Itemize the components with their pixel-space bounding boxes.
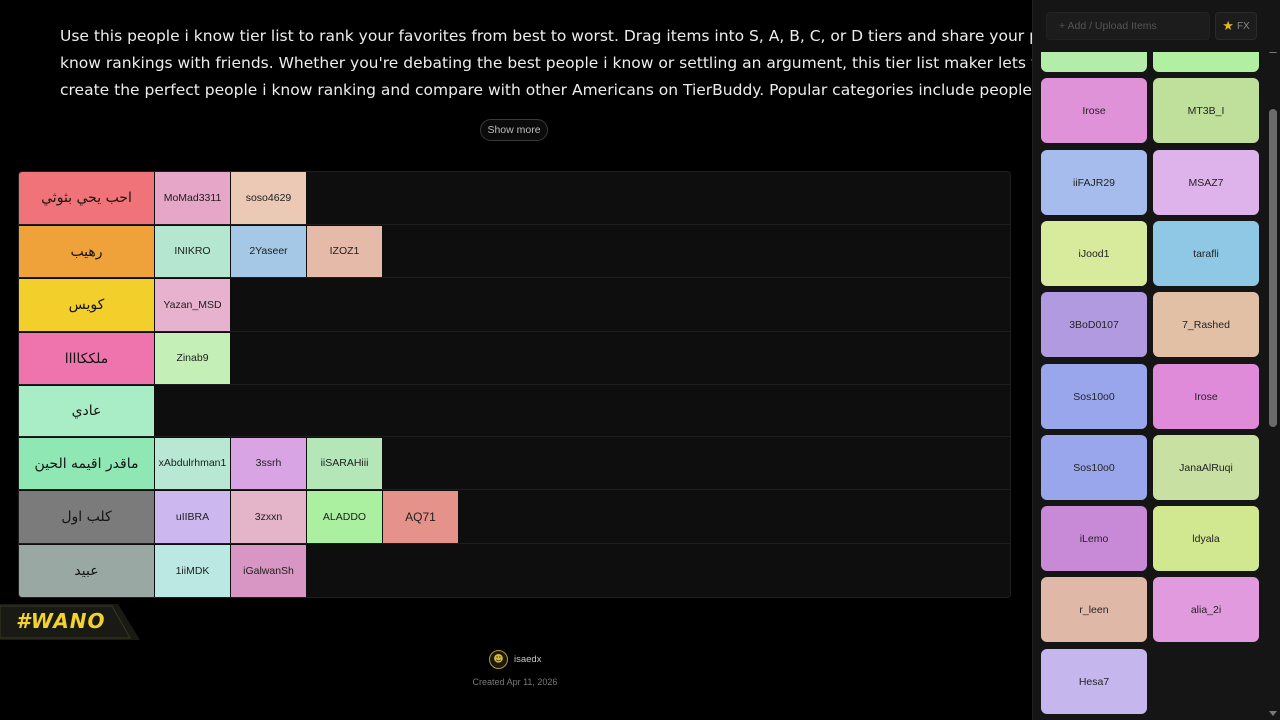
- tier-label[interactable]: احب يحي بثوثي: [19, 172, 154, 224]
- pool-item[interactable]: tarafli: [1153, 221, 1259, 286]
- wano-watermark-logo: #WANO: [0, 604, 140, 640]
- tier-board: احب يحي بثوثي MoMad3311 soso4629 رهيب INIKRO…: [18, 171, 1011, 598]
- description-fade: [60, 104, 970, 122]
- tier-label[interactable]: كلب اول: [19, 491, 154, 543]
- description-line: Use this people i know tier list to rank…: [60, 27, 1091, 45]
- tier-drop-zone[interactable]: xAbdulrhman1 3ssrh iiSARAHiii: [155, 438, 383, 489]
- pool-item[interactable]: ldyala: [1153, 506, 1259, 571]
- pool-item[interactable]: MT3B_I: [1153, 78, 1259, 143]
- tier-label[interactable]: ملككاااا: [19, 333, 154, 384]
- tier-label[interactable]: ماقدر اقيمه الحين: [19, 438, 154, 489]
- tier-row: رهيب INIKRO 2Yaseer IZOZ1: [19, 226, 1010, 278]
- tier-item[interactable]: ALADDO: [307, 491, 382, 543]
- creator-name[interactable]: isaedx: [514, 654, 542, 665]
- tier-item[interactable]: IZOZ1: [307, 226, 382, 277]
- pool-item[interactable]: Irose: [1041, 78, 1147, 143]
- pool-item[interactable]: Sos10o0: [1041, 435, 1147, 500]
- tier-item[interactable]: Yazan_MSD: [155, 279, 230, 331]
- tier-list-description: Use this people i know tier list to rank…: [60, 23, 1091, 104]
- tier-drop-zone[interactable]: 1iiMDK iGalwanSh: [155, 545, 307, 597]
- scrollbar-thumb[interactable]: [1269, 109, 1277, 427]
- fx-label: FX: [1236, 20, 1250, 32]
- pool-item[interactable]: r_leen: [1041, 577, 1147, 642]
- pool-item[interactable]: iiFAJR29: [1041, 150, 1147, 215]
- description-line: know rankings with friends. Whether you'…: [60, 54, 1060, 72]
- tier-label[interactable]: رهيب: [19, 226, 154, 277]
- sidebar-toolbar: + Add / Upload Items ★ FX: [1033, 0, 1280, 52]
- show-more-button[interactable]: Show more: [480, 119, 548, 141]
- creator-info[interactable]: ☻ isaedx: [489, 650, 541, 669]
- tier-drop-zone[interactable]: Zinab9: [155, 333, 231, 384]
- tier-item[interactable]: AQ71: [383, 491, 458, 543]
- tier-label[interactable]: كويس: [19, 279, 154, 331]
- tier-row: ماقدر اقيمه الحين xAbdulrhman1 3ssrh iiSARA…: [19, 438, 1010, 490]
- item-pool-sidebar: Irose MT3B_I iiFAJR29 MSAZ7 iJood1 tarafli 3Bo…: [1032, 0, 1280, 720]
- main-area: Use this people i know tier list to rank…: [0, 23, 1091, 687]
- fx-button[interactable]: ★ FX: [1215, 12, 1257, 40]
- pool-item[interactable]: alia_2i: [1153, 577, 1259, 642]
- add-upload-items-button[interactable]: + Add / Upload Items: [1046, 12, 1210, 40]
- star-icon: ★: [1222, 18, 1234, 33]
- pool-item[interactable]: iLemo: [1041, 506, 1147, 571]
- tier-item[interactable]: iiSARAHiii: [307, 438, 382, 489]
- tier-row: عادي: [19, 386, 1010, 437]
- description-line: create the perfect people i know ranking…: [60, 81, 1052, 99]
- tier-row: عبيد 1iiMDK iGalwanSh: [19, 545, 1010, 597]
- tier-item[interactable]: xAbdulrhman1: [155, 438, 230, 489]
- created-date: Created Apr 11, 2026: [472, 677, 558, 687]
- avatar[interactable]: ☻: [489, 650, 508, 669]
- scrollbar[interactable]: [1267, 45, 1279, 720]
- add-upload-label: Add / Upload Items: [1067, 20, 1157, 32]
- pool-item[interactable]: iJood1: [1041, 221, 1147, 286]
- pool-item[interactable]: MSAZ7: [1153, 150, 1259, 215]
- pool-item[interactable]: 7_Rashed: [1153, 292, 1259, 357]
- scroll-down-arrow-icon[interactable]: [1269, 711, 1277, 716]
- tier-item[interactable]: MoMad3311: [155, 172, 230, 224]
- tier-item[interactable]: iGalwanSh: [231, 545, 306, 597]
- tier-row: كلب اول uIIBRA 3zxxn ALADDO AQ71: [19, 491, 1010, 544]
- tier-item[interactable]: 1iiMDK: [155, 545, 230, 597]
- tier-drop-zone[interactable]: Yazan_MSD: [155, 279, 231, 331]
- tier-row: احب يحي بثوثي MoMad3311 soso4629: [19, 172, 1010, 225]
- tier-item[interactable]: Zinab9: [155, 333, 230, 384]
- tier-item[interactable]: uIIBRA: [155, 491, 230, 543]
- tier-item[interactable]: 3zxxn: [231, 491, 306, 543]
- tier-label[interactable]: عادي: [19, 386, 154, 436]
- tier-drop-zone[interactable]: MoMad3311 soso4629: [155, 172, 307, 224]
- pool-item[interactable]: JanaAlRuqi: [1153, 435, 1259, 500]
- tier-row: ملككاااا Zinab9: [19, 333, 1010, 385]
- pool-item[interactable]: Hesa7: [1041, 649, 1147, 714]
- pool-item[interactable]: Irose: [1153, 364, 1259, 429]
- watermark-text: #WANO: [16, 609, 105, 633]
- tier-item[interactable]: 2Yaseer: [231, 226, 306, 277]
- tier-drop-zone[interactable]: INIKRO 2Yaseer IZOZ1: [155, 226, 383, 277]
- tier-item[interactable]: INIKRO: [155, 226, 230, 277]
- plus-icon: +: [1059, 20, 1068, 32]
- tier-drop-zone[interactable]: uIIBRA 3zxxn ALADDO AQ71: [155, 491, 459, 543]
- pool-item[interactable]: Sos10o0: [1041, 364, 1147, 429]
- tier-row: كويس Yazan_MSD: [19, 279, 1010, 332]
- tier-label[interactable]: عبيد: [19, 545, 154, 597]
- tier-item[interactable]: 3ssrh: [231, 438, 306, 489]
- item-pool: Irose MT3B_I iiFAJR29 MSAZ7 iJood1 tarafli 3Bo…: [1033, 0, 1269, 720]
- tier-item[interactable]: soso4629: [231, 172, 306, 224]
- pool-item[interactable]: 3BoD0107: [1041, 292, 1147, 357]
